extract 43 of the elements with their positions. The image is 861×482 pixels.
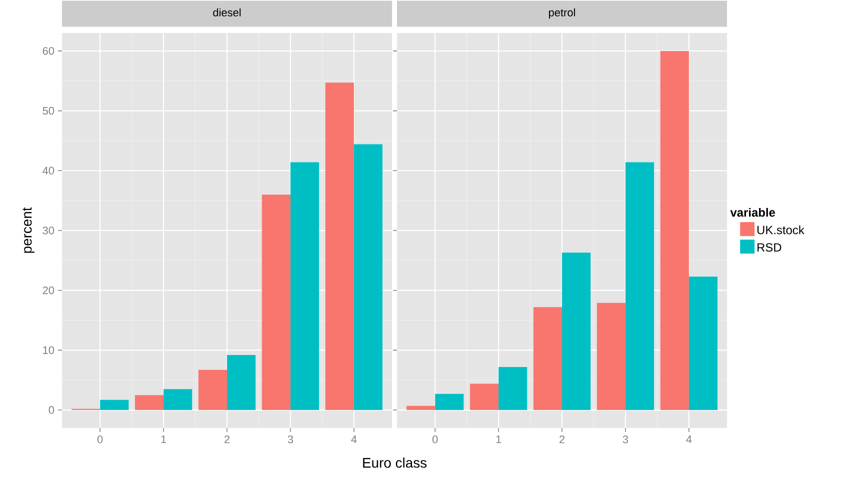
x-tick-label: 1 bbox=[161, 436, 166, 444]
bar bbox=[262, 194, 290, 410]
x-tick-label: 2 bbox=[224, 436, 230, 444]
bar bbox=[688, 276, 718, 410]
bar bbox=[354, 144, 382, 410]
y-axis-title: percent bbox=[22, 207, 34, 253]
bar bbox=[660, 50, 689, 410]
bar bbox=[435, 394, 464, 410]
x-tick-label: 3 bbox=[288, 436, 294, 444]
y-tick-label: 60 bbox=[42, 47, 54, 55]
bar bbox=[164, 389, 192, 410]
y-tick-label: 30 bbox=[42, 226, 54, 234]
x-tick-label: 2 bbox=[560, 436, 565, 444]
bar bbox=[227, 354, 256, 410]
chart-title: diesel bbox=[213, 8, 241, 16]
legend-label: RSD bbox=[758, 243, 782, 252]
bar bbox=[406, 406, 436, 410]
x-axis-title: Euro class bbox=[363, 458, 427, 468]
bar bbox=[533, 307, 562, 410]
bar bbox=[596, 302, 626, 410]
legend-title: variable bbox=[730, 208, 776, 217]
x-tick-label: 3 bbox=[622, 436, 628, 444]
y-tick-label: 40 bbox=[42, 166, 54, 175]
bar bbox=[290, 162, 320, 410]
x-tick-label: 1 bbox=[496, 436, 502, 444]
y-tick-label: 10 bbox=[43, 346, 54, 354]
bar bbox=[470, 384, 499, 410]
bar bbox=[100, 400, 129, 410]
x-tick-label: 4 bbox=[351, 436, 357, 444]
bar bbox=[198, 370, 228, 410]
x-tick-label: 4 bbox=[686, 436, 692, 444]
bar bbox=[325, 82, 354, 410]
x-tick-label: 0 bbox=[97, 436, 103, 444]
legend-label: UK.stock bbox=[757, 225, 804, 234]
y-tick-label: 20 bbox=[42, 286, 54, 294]
x-tick-label: 0 bbox=[432, 436, 438, 444]
bar bbox=[562, 252, 591, 410]
bar bbox=[625, 162, 654, 410]
y-tick-label: 50 bbox=[42, 106, 54, 115]
y-tick-label: 0 bbox=[48, 406, 54, 414]
bar bbox=[134, 395, 164, 410]
chart-title: petrol bbox=[549, 8, 575, 19]
bar bbox=[498, 366, 528, 410]
